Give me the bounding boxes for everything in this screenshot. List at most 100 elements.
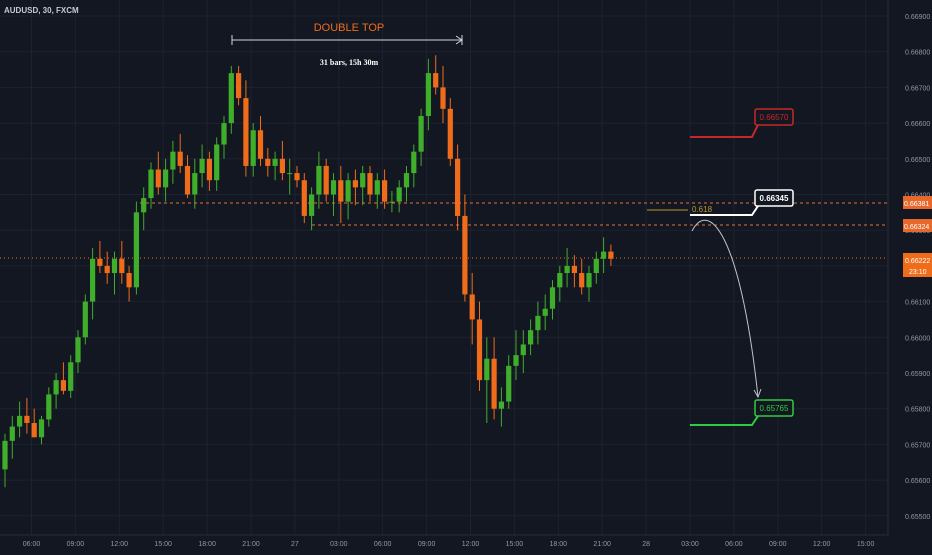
candle-body (265, 158, 271, 166)
candle[interactable] (141, 187, 147, 231)
candle[interactable] (396, 180, 402, 213)
candle[interactable] (119, 240, 125, 284)
candle[interactable] (374, 173, 380, 209)
candle[interactable] (17, 401, 23, 438)
candle[interactable] (214, 137, 220, 191)
candle[interactable] (221, 115, 227, 159)
candle-body (287, 173, 293, 175)
resistance-price-text: 0.66381 (904, 201, 929, 208)
candle[interactable] (170, 140, 176, 184)
candle[interactable] (75, 330, 81, 373)
candle[interactable] (316, 151, 322, 209)
projection-curve[interactable] (691, 219, 759, 398)
candle[interactable] (228, 65, 234, 134)
candle[interactable] (309, 187, 315, 231)
candle[interactable] (163, 158, 169, 202)
candle[interactable] (484, 337, 490, 423)
candle[interactable] (148, 162, 154, 209)
candle[interactable] (38, 415, 45, 445)
candle[interactable] (323, 158, 329, 202)
candle[interactable] (192, 158, 198, 209)
candle[interactable] (382, 169, 388, 209)
target-high-callout-box[interactable] (754, 189, 794, 207)
candle[interactable] (586, 265, 592, 302)
candle[interactable] (520, 330, 526, 373)
target-low-callout-box[interactable] (754, 399, 794, 417)
candle[interactable] (571, 255, 577, 288)
candle[interactable] (447, 98, 453, 166)
candle[interactable] (564, 248, 570, 288)
candle[interactable] (31, 408, 37, 438)
candle[interactable] (462, 194, 468, 302)
candle[interactable] (265, 148, 271, 177)
candle[interactable] (433, 55, 439, 95)
candle[interactable] (24, 397, 30, 434)
candle[interactable] (199, 144, 205, 188)
candle[interactable] (579, 258, 585, 295)
candle[interactable] (272, 151, 278, 181)
candle[interactable] (330, 173, 337, 216)
candle[interactable] (469, 273, 475, 345)
candle[interactable] (506, 355, 512, 409)
candle[interactable] (608, 244, 614, 266)
candle[interactable] (287, 158, 293, 195)
candle-body (360, 173, 366, 188)
candle-body (608, 251, 614, 259)
candle[interactable] (236, 65, 242, 106)
candle[interactable] (104, 251, 110, 284)
target-low-callout-line[interactable] (690, 415, 759, 426)
candle[interactable] (367, 165, 373, 202)
candle[interactable] (513, 330, 519, 381)
candle[interactable] (294, 165, 300, 188)
candle[interactable] (360, 165, 366, 206)
candle[interactable] (455, 144, 461, 231)
candle[interactable] (418, 108, 424, 166)
candle[interactable] (498, 387, 504, 427)
candle[interactable] (97, 240, 103, 274)
candle[interactable] (279, 140, 285, 181)
candle[interactable] (476, 301, 483, 391)
candle[interactable] (111, 251, 118, 295)
time-axis[interactable]: 06:00 09:00 12:00 15:00 18:00 21:00 27 03:00 06:… (0, 534, 888, 548)
candle[interactable] (60, 362, 66, 395)
candle[interactable] (528, 319, 534, 356)
candle[interactable] (53, 373, 59, 409)
candle[interactable] (133, 201, 139, 295)
candle[interactable] (593, 251, 599, 284)
stop-callout-box[interactable] (754, 108, 794, 126)
candle[interactable] (338, 165, 344, 224)
candle[interactable] (557, 265, 563, 302)
candle[interactable] (46, 387, 52, 427)
candle[interactable] (440, 65, 446, 124)
candle[interactable] (206, 151, 212, 191)
candle-body (528, 330, 534, 345)
candle[interactable] (257, 115, 264, 166)
candle[interactable] (2, 433, 8, 488)
candle[interactable] (155, 151, 161, 195)
candle[interactable] (243, 80, 249, 177)
candle[interactable] (9, 415, 15, 459)
candle[interactable] (549, 280, 556, 320)
candle[interactable] (68, 355, 74, 398)
candle[interactable] (301, 173, 307, 224)
candle[interactable] (184, 155, 191, 199)
candle[interactable] (535, 301, 541, 345)
candle[interactable] (82, 294, 88, 345)
stop-callout-line[interactable] (690, 124, 759, 138)
target-high-callout-line[interactable] (690, 205, 759, 216)
candle[interactable] (177, 133, 183, 174)
candle[interactable] (250, 123, 256, 177)
candle[interactable] (389, 190, 395, 213)
candle[interactable] (411, 144, 417, 188)
price-axis[interactable]: 0.669000.668000.667000.666000.665000.664… (887, 0, 932, 535)
candle[interactable] (601, 237, 607, 274)
candle[interactable] (90, 248, 96, 320)
candle[interactable] (425, 58, 431, 131)
candle[interactable] (491, 337, 497, 420)
candle[interactable] (345, 173, 351, 220)
candle[interactable] (352, 169, 358, 206)
candle[interactable] (126, 265, 132, 302)
candle[interactable] (403, 165, 410, 202)
candle[interactable] (542, 294, 548, 331)
